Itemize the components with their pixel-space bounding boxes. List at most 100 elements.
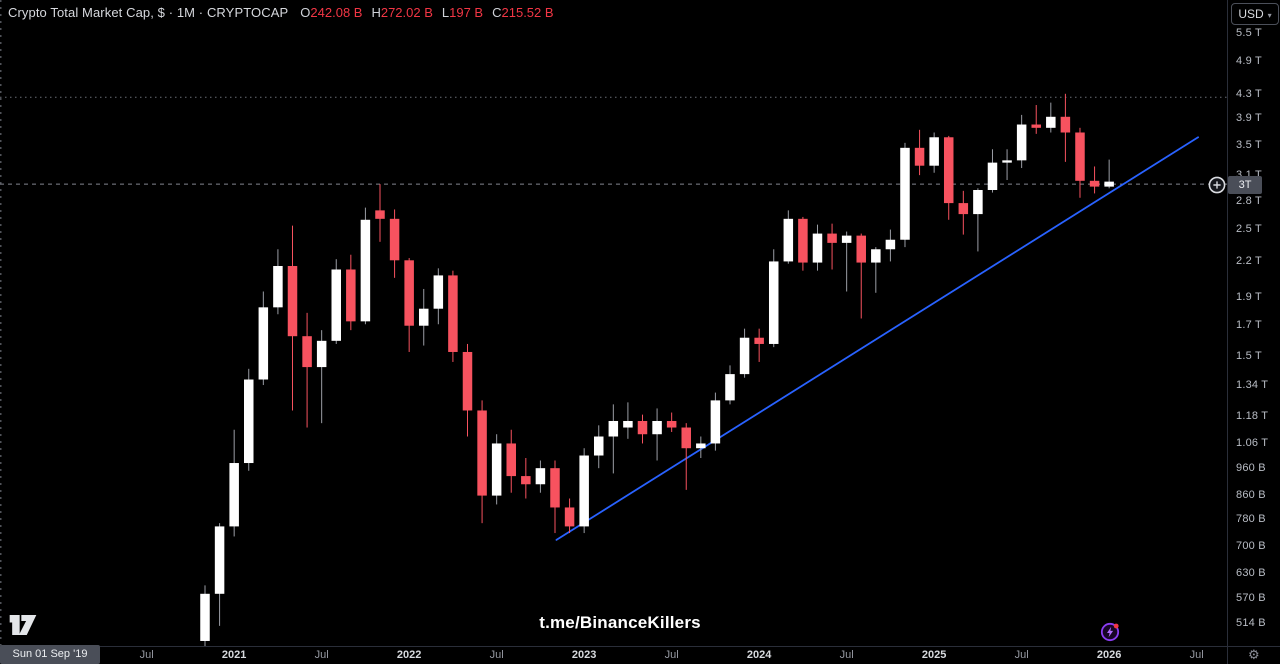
candle-2024-05[interactable] bbox=[812, 233, 823, 263]
candle-2021-09[interactable] bbox=[346, 269, 356, 322]
candle-2021-12[interactable] bbox=[389, 218, 400, 261]
candle-2021-08[interactable] bbox=[331, 269, 341, 341]
tradingview-logo[interactable] bbox=[8, 613, 38, 637]
candle-2024-09[interactable] bbox=[871, 249, 881, 263]
currency-label: USD bbox=[1238, 7, 1264, 21]
price-tick-1.7T: 1.7 T bbox=[1236, 319, 1262, 332]
candle-2024-01[interactable] bbox=[754, 337, 764, 344]
candle-2021-01[interactable] bbox=[229, 463, 239, 527]
candle-2022-07[interactable] bbox=[491, 443, 502, 496]
candle-2023-05[interactable] bbox=[637, 420, 648, 435]
time-axis-separator bbox=[0, 646, 1280, 647]
ohlc-close-label: C bbox=[492, 5, 502, 20]
candle-2024-10[interactable] bbox=[885, 239, 896, 250]
candle-2021-10[interactable] bbox=[360, 219, 371, 322]
candle-2022-03[interactable] bbox=[433, 275, 444, 309]
lightning-badge-icon[interactable] bbox=[1099, 621, 1121, 643]
candle-2024-03[interactable] bbox=[783, 218, 794, 262]
symbol-title[interactable]: Crypto Total Market Cap, $ · 1M · CRYPTO… bbox=[8, 5, 289, 20]
candle-2021-11[interactable] bbox=[375, 210, 385, 219]
price-tick-5.5T: 5.5 T bbox=[1236, 26, 1262, 39]
candle-2025-02[interactable] bbox=[943, 137, 954, 204]
candle-2023-09[interactable] bbox=[696, 443, 706, 449]
candle-2023-03[interactable] bbox=[608, 420, 619, 437]
price-tick-1.9T: 1.9 T bbox=[1236, 291, 1262, 304]
time-tick-Jul: Jul bbox=[139, 649, 154, 661]
candle-2020-12[interactable] bbox=[214, 526, 225, 594]
ohlc-close-value: 215.52 B bbox=[501, 5, 554, 20]
candle-2023-10[interactable] bbox=[710, 400, 721, 444]
candle-2024-07[interactable] bbox=[841, 235, 852, 243]
price-tick-1.18T: 1.18 T bbox=[1236, 410, 1269, 423]
candle-2023-04[interactable] bbox=[623, 420, 633, 428]
time-tick-2025: 2025 bbox=[921, 649, 947, 661]
candle-2022-08[interactable] bbox=[506, 443, 516, 477]
price-axis[interactable]: 5.5 T4.9 T4.3 T3.9 T3.5 T3.1 T2.8 T2.5 T… bbox=[1228, 0, 1280, 646]
price-tick-780B: 780 B bbox=[1236, 513, 1266, 526]
candle-2025-04[interactable] bbox=[973, 189, 983, 215]
candle-2022-05[interactable] bbox=[462, 351, 473, 411]
candle-2022-06[interactable] bbox=[477, 410, 487, 496]
candle-2025-03[interactable] bbox=[958, 203, 969, 215]
candle-2022-02[interactable] bbox=[418, 308, 429, 326]
ohlc-open-label: O bbox=[300, 5, 311, 20]
candle-2025-10[interactable] bbox=[1060, 116, 1071, 133]
candle-2025-08[interactable] bbox=[1031, 124, 1041, 128]
candle-2024-02[interactable] bbox=[768, 261, 779, 344]
candle-2022-11[interactable] bbox=[550, 468, 560, 508]
price-tick-1.34T: 1.34 T bbox=[1236, 378, 1269, 391]
candle-2023-01[interactable] bbox=[579, 455, 589, 527]
price-tick-4.9T: 4.9 T bbox=[1236, 55, 1262, 68]
candle-2023-02[interactable] bbox=[593, 436, 604, 456]
candle-2023-12[interactable] bbox=[739, 337, 750, 375]
candle-2025-11[interactable] bbox=[1075, 132, 1085, 181]
add-alert-plus-icon[interactable] bbox=[1208, 176, 1226, 194]
time-tick-Jul: Jul bbox=[664, 649, 679, 661]
price-tick-2.8T: 2.8 T bbox=[1236, 194, 1262, 207]
candle-2024-08[interactable] bbox=[856, 235, 866, 263]
time-tick-Jul: Jul bbox=[839, 649, 854, 661]
candle-2024-12[interactable] bbox=[914, 147, 925, 166]
candle-2024-04[interactable] bbox=[798, 218, 808, 263]
price-tick-570B: 570 B bbox=[1236, 591, 1266, 604]
time-tick-Jul: Jul bbox=[1189, 649, 1204, 661]
candle-2024-06[interactable] bbox=[827, 233, 837, 243]
price-tick-3.5T: 3.5 T bbox=[1236, 139, 1262, 152]
candle-2025-05[interactable] bbox=[987, 162, 998, 190]
candle-2021-03[interactable] bbox=[258, 307, 269, 380]
candle-2025-01[interactable] bbox=[929, 137, 939, 166]
candle-2021-02[interactable] bbox=[243, 379, 254, 464]
price-tick-700B: 700 B bbox=[1236, 540, 1266, 553]
candle-2025-12[interactable] bbox=[1089, 180, 1100, 187]
candle-2024-11[interactable] bbox=[900, 147, 910, 240]
candle-2025-09[interactable] bbox=[1046, 116, 1056, 128]
candle-2025-07[interactable] bbox=[1016, 124, 1027, 161]
candle-2021-04[interactable] bbox=[273, 266, 283, 308]
candle-2021-05[interactable] bbox=[287, 266, 298, 337]
candle-2022-01[interactable] bbox=[404, 260, 414, 326]
ohlc-low-value: 197 B bbox=[449, 5, 484, 20]
candle-2022-09[interactable] bbox=[521, 476, 531, 485]
candle-2023-07[interactable] bbox=[666, 420, 677, 428]
candle-2021-07[interactable] bbox=[316, 340, 327, 368]
gear-icon[interactable]: ⚙ bbox=[1248, 647, 1260, 662]
candle-2022-12[interactable] bbox=[564, 507, 575, 527]
candle-2021-06[interactable] bbox=[302, 336, 312, 368]
trendline-drawing[interactable] bbox=[555, 136, 1200, 541]
candle-2023-08[interactable] bbox=[681, 427, 691, 449]
symbol-legend[interactable]: Crypto Total Market Cap, $ · 1M · CRYPTO… bbox=[8, 5, 563, 20]
chevron-down-icon: ▾ bbox=[1267, 10, 1272, 20]
time-axis[interactable]: Jul 2021 Jul 2022 Jul 2023 Jul 2024 Jul 2025 Jul 20… bbox=[0, 647, 1280, 664]
time-tick-2026: 2026 bbox=[1096, 649, 1122, 661]
candle-2022-10[interactable] bbox=[535, 468, 546, 485]
candle-2023-06[interactable] bbox=[652, 420, 662, 435]
candle-2025-06[interactable] bbox=[1002, 160, 1012, 163]
ohlc-high-value: 272.02 B bbox=[380, 5, 433, 20]
candle-2022-04[interactable] bbox=[448, 275, 458, 352]
candle-2023-11[interactable] bbox=[725, 374, 735, 401]
candle-2026-01[interactable] bbox=[1104, 181, 1114, 187]
currency-dropdown[interactable]: USD ▾ bbox=[1231, 3, 1279, 25]
candle-2020-11[interactable] bbox=[200, 593, 210, 641]
